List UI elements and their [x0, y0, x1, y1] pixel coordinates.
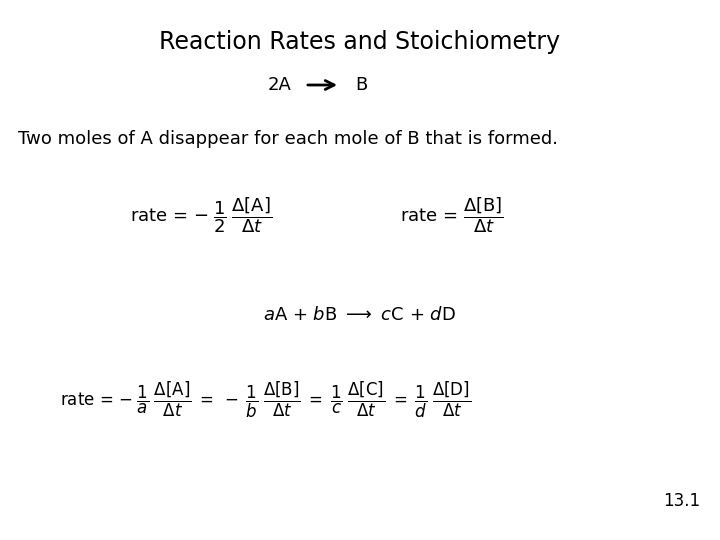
Text: rate = $-\;\dfrac{1}{a}\;\dfrac{\Delta[\mathrm{A}]}{\Delta t}\;=\;-\;\dfrac{1}{b: rate = $-\;\dfrac{1}{a}\;\dfrac{\Delta[\… [60, 380, 472, 420]
Text: Two moles of A disappear for each mole of B that is formed.: Two moles of A disappear for each mole o… [18, 130, 558, 148]
Text: 13.1: 13.1 [663, 492, 700, 510]
Text: B: B [355, 76, 367, 94]
Text: Reaction Rates and Stoichiometry: Reaction Rates and Stoichiometry [159, 30, 561, 54]
Text: rate = $-\;\dfrac{1}{2}\;\dfrac{\Delta[\mathrm{A}]}{\Delta t}$: rate = $-\;\dfrac{1}{2}\;\dfrac{\Delta[\… [130, 195, 272, 235]
Text: $a$A + $b$B $\longrightarrow$ $c$C + $d$D: $a$A + $b$B $\longrightarrow$ $c$C + $d$… [264, 306, 456, 324]
Text: rate = $\dfrac{\Delta[\mathrm{B}]}{\Delta t}$: rate = $\dfrac{\Delta[\mathrm{B}]}{\Delt… [400, 195, 504, 235]
Text: 2A: 2A [268, 76, 292, 94]
